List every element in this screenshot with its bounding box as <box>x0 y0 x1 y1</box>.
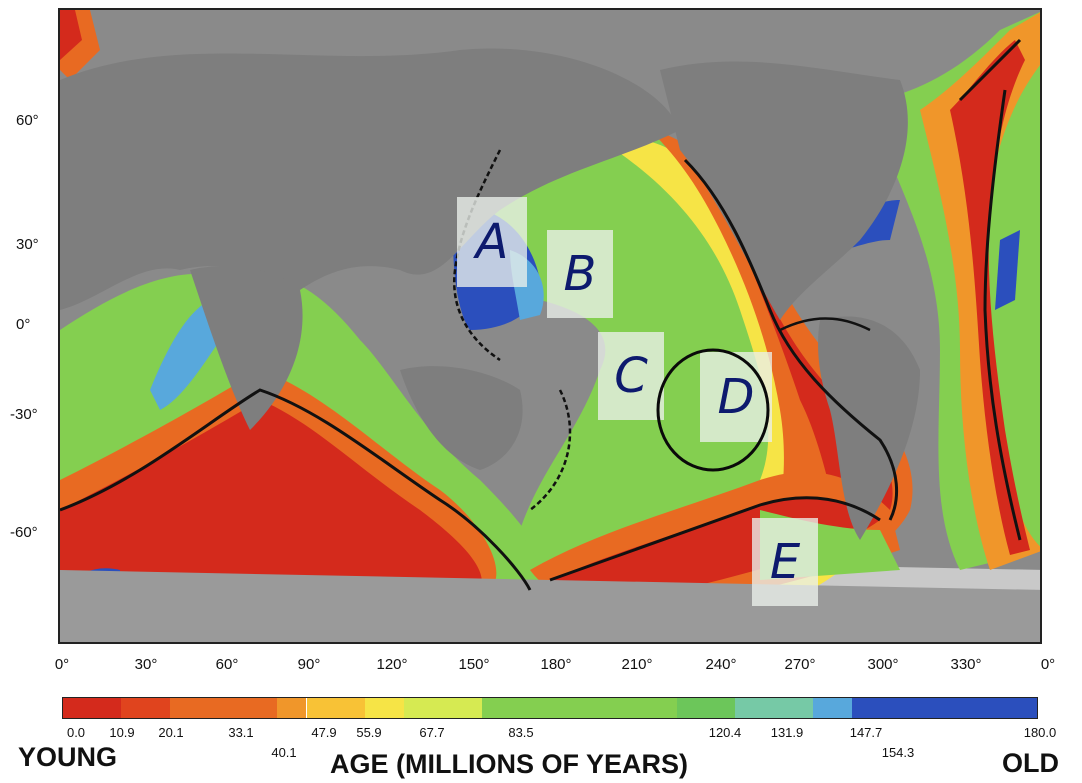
region-b-box: B <box>547 230 613 318</box>
old-label: OLD <box>1002 748 1059 778</box>
lon-label-60: 60° <box>215 656 239 673</box>
lon-label-270: 270° <box>784 656 816 673</box>
tick-label: 55.9 <box>356 725 382 740</box>
lat-label-0: 0° <box>16 316 31 333</box>
region-e-box: E <box>752 518 818 606</box>
seafloor-age-map: A B C D E <box>58 8 1042 644</box>
africa <box>190 266 303 430</box>
tick-label: 147.7 <box>849 725 883 740</box>
tick-label: 10.9 <box>109 725 135 740</box>
scale-segment-4 <box>277 698 307 718</box>
western-pacific-trench <box>452 149 502 362</box>
scale-segment-11 <box>812 698 852 718</box>
mid-atlantic-ridge-core <box>950 40 1030 555</box>
young-label: YOUNG <box>18 742 118 772</box>
lon-label-120: 120° <box>376 656 408 673</box>
lon-label-0: 0° <box>54 656 70 673</box>
tick-label: 120.4 <box>708 725 742 740</box>
lat-label-60s: -60° <box>10 524 38 541</box>
atlantic-old-east <box>995 230 1020 310</box>
scale-segment-5 <box>306 698 365 718</box>
cocos-ridge <box>779 317 871 332</box>
scale-segment-9 <box>676 698 736 718</box>
lon-label-360: 0° <box>1040 656 1056 673</box>
lon-label-330: 330° <box>950 656 982 673</box>
lon-label-240: 240° <box>705 656 737 673</box>
tick-label: 20.1 <box>158 725 184 740</box>
somali-basin <box>150 300 220 410</box>
australia <box>400 366 523 470</box>
scale-segment-6 <box>364 698 404 718</box>
pacific-antarctic-ridge <box>549 496 881 582</box>
lon-label-150: 150° <box>458 656 490 673</box>
tick-label: 180.0 <box>1023 725 1057 740</box>
indian-ridge-core <box>60 400 482 590</box>
lon-label-300: 300° <box>867 656 899 673</box>
eurasia <box>60 48 680 310</box>
lon-label-180: 180° <box>540 656 572 673</box>
tick-label: 0.0 <box>66 725 86 740</box>
scale-segment-1 <box>63 698 122 718</box>
south-america <box>818 316 920 540</box>
lon-label-90: 90° <box>297 656 321 673</box>
region-d-letter: D <box>717 369 755 425</box>
tick-label: 47.9 <box>311 725 337 740</box>
tick-label: 83.5 <box>508 725 534 740</box>
scale-segment-2 <box>121 698 171 718</box>
age-color-scale <box>62 697 1038 719</box>
tick-label: 131.9 <box>770 725 804 740</box>
tick-label: 154.3 <box>881 745 915 760</box>
lat-label-60n: 60° <box>16 112 39 129</box>
lat-label-30s: -30° <box>10 406 38 423</box>
region-a-letter: A <box>475 214 509 270</box>
scale-segment-10 <box>735 698 813 718</box>
southwest-indian-ridge <box>60 388 532 591</box>
region-c-letter: C <box>614 348 648 404</box>
scale-segment-8 <box>481 698 677 718</box>
east-pacific-rise <box>683 158 899 521</box>
tick-label: 67.7 <box>419 725 445 740</box>
region-a-box: A <box>457 197 527 287</box>
lon-label-210: 210° <box>621 656 653 673</box>
mid-atlantic-ridge <box>958 38 1022 541</box>
circle-around-d-icon <box>656 348 770 472</box>
map-graphic <box>60 10 1040 642</box>
tick-label: 40.1 <box>271 745 297 760</box>
lon-label-30: 30° <box>134 656 158 673</box>
scale-segment-3 <box>170 698 278 718</box>
lat-label-30n: 30° <box>16 236 39 253</box>
region-d-box: D <box>700 352 772 442</box>
region-b-letter: B <box>563 246 597 302</box>
region-e-letter: E <box>769 534 801 590</box>
age-axis-title: AGE (MILLIONS OF YEARS) <box>330 749 689 779</box>
scale-segment-12 <box>851 698 1037 718</box>
region-c-box: C <box>598 332 664 420</box>
tick-label: 33.1 <box>228 725 254 740</box>
scale-segment-7 <box>403 698 482 718</box>
north-america <box>660 61 908 321</box>
